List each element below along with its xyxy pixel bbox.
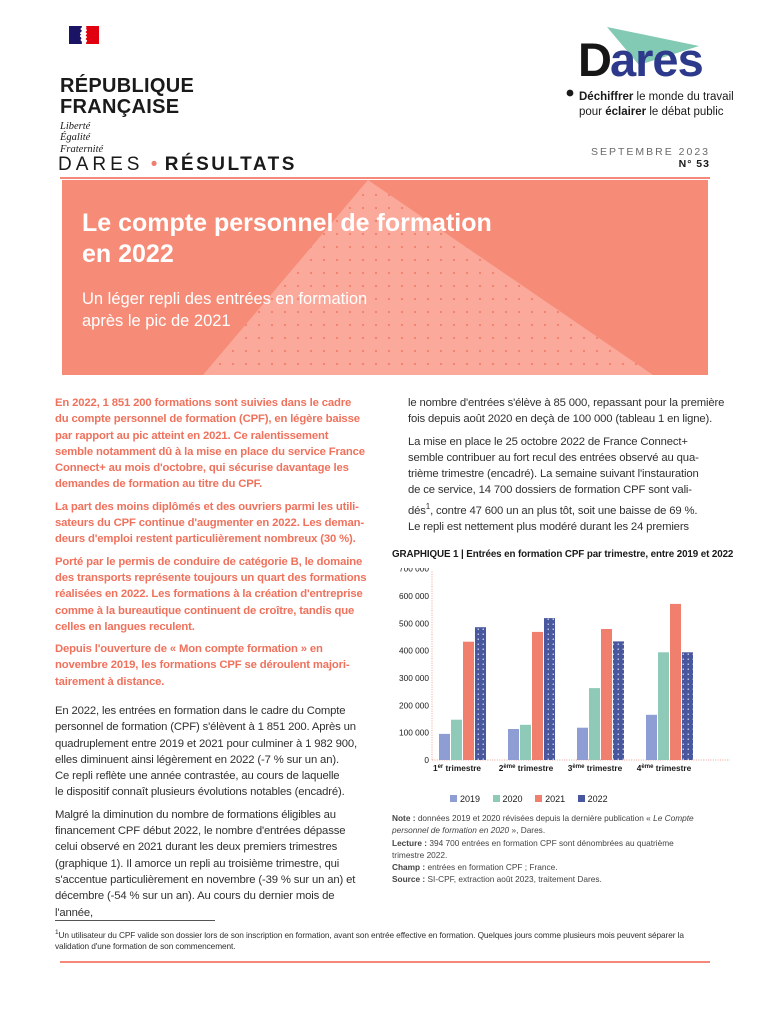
svg-text:200 000: 200 000 <box>399 701 429 711</box>
svg-text:500 000: 500 000 <box>399 618 429 628</box>
svg-text:600 000: 600 000 <box>399 591 429 601</box>
svg-text:100 000: 100 000 <box>399 728 429 738</box>
svg-text:3ème trimestre: 3ème trimestre <box>568 763 623 773</box>
svg-text:4ème trimestre: 4ème trimestre <box>637 763 692 773</box>
svg-text:400 000: 400 000 <box>399 646 429 656</box>
svg-text:700 000: 700 000 <box>399 568 429 574</box>
svg-text:1er trimestre: 1er trimestre <box>433 763 481 773</box>
svg-text:2ème trimestre: 2ème trimestre <box>499 763 554 773</box>
svg-text:0: 0 <box>424 755 429 765</box>
svg-text:ares: ares <box>610 33 703 86</box>
svg-text:D: D <box>578 33 611 86</box>
svg-text:300 000: 300 000 <box>399 673 429 683</box>
